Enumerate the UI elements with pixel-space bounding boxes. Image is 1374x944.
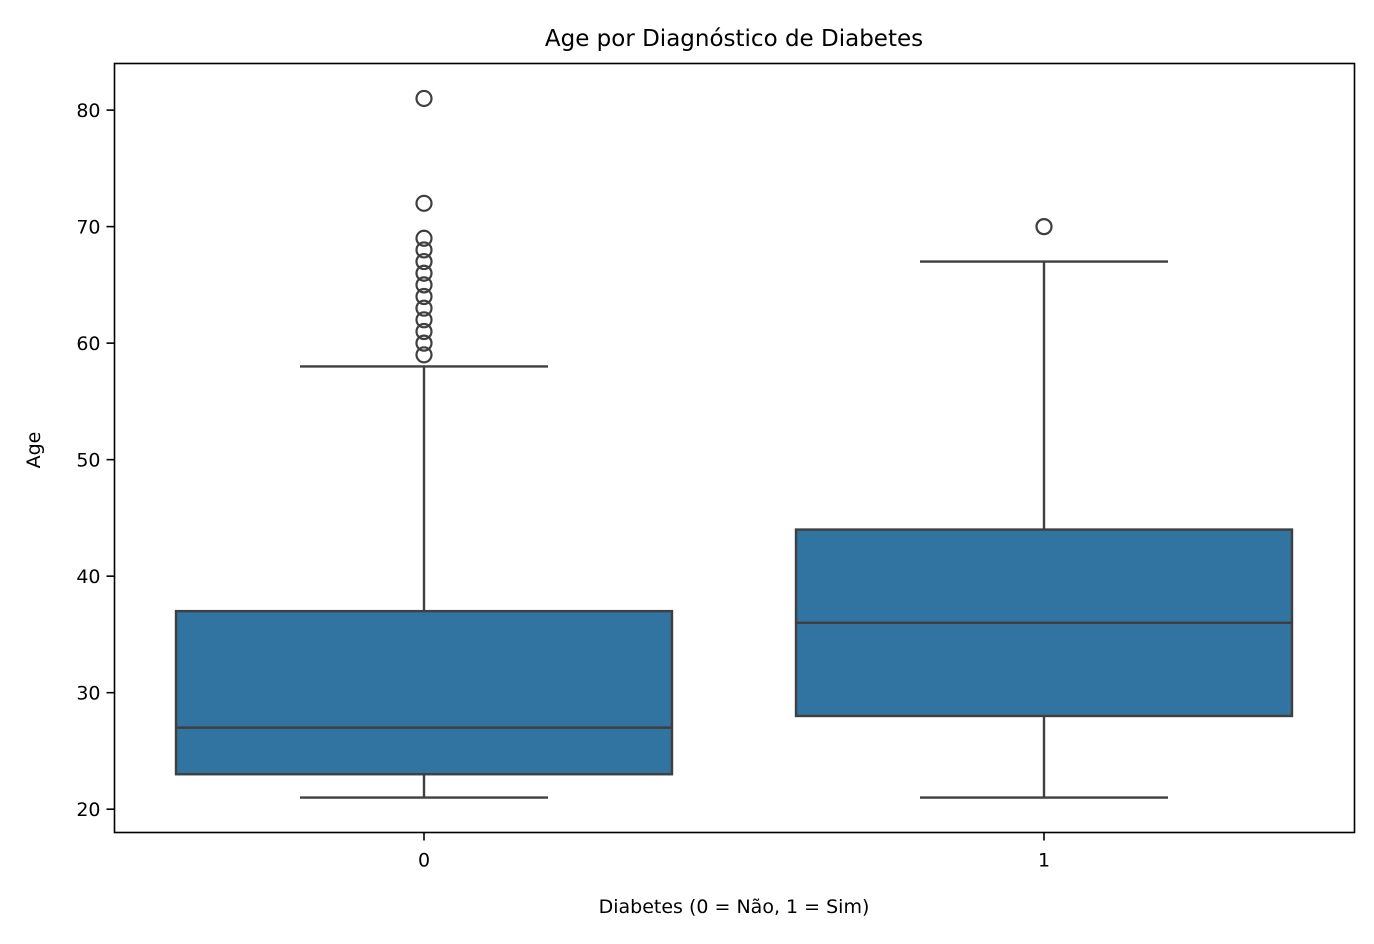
outlier-point: [1035, 218, 1053, 236]
outlier-point: [415, 194, 433, 212]
y-tick-label: 50: [76, 450, 100, 472]
iqr-box: [174, 609, 674, 776]
outlier-point: [415, 346, 433, 364]
y-tick-label: 30: [76, 683, 100, 705]
x-axis-label: Diabetes (0 = Não, 1 = Sim): [599, 896, 870, 918]
axes: 20 30 40 50 60 70 80 0 1: [76, 100, 1050, 871]
x-tick-label: 0: [418, 850, 430, 872]
outlier-point: [415, 89, 433, 108]
plot-area: [174, 89, 1294, 799]
chart-title: Age por Diagnóstico de Diabetes: [545, 26, 923, 52]
x-tick-label: 1: [1038, 850, 1050, 872]
box-group-1: [794, 218, 1294, 799]
outlier-point: [415, 264, 433, 282]
outlier-point: [415, 311, 433, 329]
y-tick-label: 80: [76, 100, 100, 122]
outlier-point: [415, 299, 433, 317]
outlier-point: [415, 276, 433, 294]
outlier-point: [415, 287, 433, 306]
y-tick-label: 40: [76, 566, 100, 588]
y-tick-label: 70: [76, 217, 100, 239]
outlier-point: [415, 229, 433, 247]
y-axis-label: Age: [23, 432, 45, 469]
y-tick-label: 20: [76, 799, 100, 821]
y-tick-label: 60: [76, 333, 100, 355]
outlier-point: [415, 252, 433, 271]
outlier-point: [415, 241, 433, 259]
outlier-point: [415, 322, 433, 341]
box-group-0: [174, 89, 674, 799]
outlier-point: [415, 334, 433, 352]
plot-frame: [113, 62, 1356, 834]
